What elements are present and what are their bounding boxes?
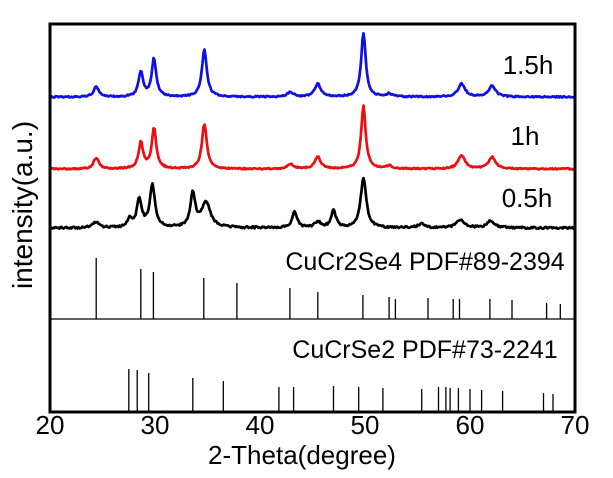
x-tick-label: 70 (560, 410, 590, 440)
x-tick-label: 60 (455, 410, 485, 440)
ref-label-cucr2se4: CuCr2Se4 PDF#89-2394 (285, 248, 565, 276)
x-tick-label: 20 (35, 410, 65, 440)
x-tick-label: 30 (140, 410, 170, 440)
series-label-1h: 1h (510, 121, 540, 151)
x-tick-label: 40 (245, 410, 275, 440)
x-axis-title: 2-Theta(degree) (208, 440, 396, 470)
x-tick-label: 50 (350, 410, 380, 440)
series-label-15h: 1.5h (502, 50, 554, 80)
ref-label-cucrse2: CuCrSe2 PDF#73-2241 (292, 336, 558, 364)
y-axis-title: intensity(a.u.) (7, 120, 38, 290)
series-label-05h: 0.5h (501, 183, 553, 213)
